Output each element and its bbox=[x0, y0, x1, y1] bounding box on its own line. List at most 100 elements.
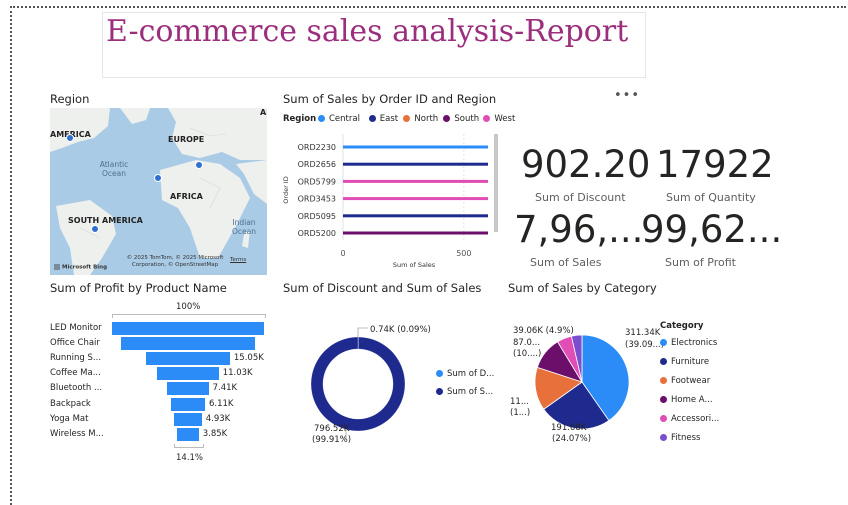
funnel-category-label: Running S... bbox=[50, 353, 102, 364]
funnel-value-label: 7.41K bbox=[212, 383, 238, 394]
donut-slice-sum-of-s[interactable] bbox=[310, 336, 406, 432]
x-axis-title: Sum of Sales bbox=[393, 261, 436, 269]
legend-dot-icon bbox=[660, 415, 667, 422]
category-legend-title: Category bbox=[660, 321, 704, 331]
pie-label-footwear-value: 11... bbox=[510, 397, 529, 407]
pie-label-accessories: 39.06K (4.9%) bbox=[513, 326, 574, 336]
pie-label-electronics-percent: (39.09...) bbox=[625, 340, 665, 350]
region-map[interactable]: AMERICA EUROPE AFRICA SOUTH AMERICA AS A… bbox=[50, 108, 267, 275]
map-title: Region bbox=[50, 92, 90, 106]
category-legend-item-footwear[interactable]: Footwear bbox=[660, 376, 710, 386]
donut-legend-item-sum-of-s[interactable]: Sum of S... bbox=[436, 387, 493, 397]
funnel-bar[interactable] bbox=[120, 337, 256, 351]
map-terms-link[interactable]: Terms bbox=[230, 257, 247, 263]
legend-label: Sum of D... bbox=[447, 369, 495, 379]
legend-dot-icon bbox=[660, 377, 667, 384]
region-legend-item-west[interactable]: West bbox=[483, 114, 515, 124]
legend-label: South bbox=[454, 114, 480, 124]
funnel-top-label: 100% bbox=[176, 302, 201, 312]
funnel-bar[interactable] bbox=[146, 352, 230, 366]
donut-chart[interactable] bbox=[300, 320, 420, 450]
donut-small-label: 0.74K (0.09%) bbox=[370, 325, 431, 335]
category-legend-item-home-a[interactable]: Home A... bbox=[660, 395, 713, 405]
funnel-category-label: LED Monitor bbox=[50, 323, 102, 333]
y-tick-label: ORD5200 bbox=[298, 229, 336, 238]
map-ocean-indian: Indian Ocean bbox=[232, 218, 256, 236]
legend-label: Accessori... bbox=[671, 414, 720, 424]
category-legend-item-accessori[interactable]: Accessori... bbox=[660, 414, 719, 424]
map-label-asia: AS bbox=[260, 108, 267, 117]
region-legend-item-central[interactable]: Central bbox=[318, 114, 360, 124]
funnel-bar[interactable] bbox=[112, 322, 264, 335]
y-tick-label: ORD5095 bbox=[298, 212, 336, 221]
bing-logo: Microsoft Bing bbox=[54, 264, 107, 271]
legend-label: Sum of S... bbox=[447, 387, 494, 397]
map-marker-south[interactable] bbox=[91, 225, 99, 233]
legend-dot-icon bbox=[368, 115, 376, 122]
legend-dot-icon bbox=[443, 115, 451, 122]
category-legend-item-fitness[interactable]: Fitness bbox=[660, 433, 700, 443]
pie-slice-electronics[interactable] bbox=[581, 334, 630, 422]
map-canvas bbox=[50, 108, 267, 275]
order-bar[interactable] bbox=[343, 162, 488, 166]
pie-slice-fitness[interactable] bbox=[570, 334, 583, 383]
legend-dot-icon bbox=[660, 396, 667, 403]
map-marker-west[interactable] bbox=[66, 134, 74, 142]
category-legend-item-furniture[interactable]: Furniture bbox=[660, 357, 709, 367]
donut-large-label-value: 796.52K bbox=[314, 424, 350, 434]
kpi-sales-label: Sum of Sales bbox=[530, 256, 602, 269]
region-legend-item-east[interactable]: East bbox=[368, 114, 398, 124]
region-legend-item-south[interactable]: South bbox=[443, 114, 479, 124]
pie-label-home-percent: (10....) bbox=[513, 349, 542, 359]
donut-large-label-percent: (99.91%) bbox=[312, 435, 352, 445]
legend-dot-icon bbox=[483, 115, 491, 122]
pie-slice-furniture[interactable] bbox=[543, 381, 610, 430]
order-bar[interactable] bbox=[343, 231, 488, 235]
funnel-value-label: 6.11K bbox=[209, 398, 234, 409]
kpi-quantity-label: Sum of Quantity bbox=[666, 191, 756, 204]
funnel-bar[interactable] bbox=[174, 412, 202, 426]
donut-title: Sum of Discount and Sum of Sales bbox=[283, 281, 482, 295]
funnel-value-label: 15.05K bbox=[233, 353, 264, 364]
bing-icon bbox=[54, 264, 60, 270]
funnel-bottom-bracket bbox=[174, 444, 204, 448]
pie-label-furniture-value: 191.68K bbox=[551, 423, 587, 433]
kpi-sales-value: 7,96,... bbox=[514, 208, 644, 251]
region-legend-item-north[interactable]: North bbox=[403, 114, 438, 124]
legend-dot-icon bbox=[436, 388, 443, 395]
report-title: E-commerce sales analysis-Report bbox=[106, 14, 629, 49]
category-legend-item-electronics[interactable]: Electronics bbox=[660, 338, 717, 348]
order-bar[interactable] bbox=[343, 145, 488, 149]
order-bar[interactable] bbox=[343, 197, 488, 201]
legend-dot-icon bbox=[403, 115, 411, 122]
order-bar[interactable] bbox=[343, 179, 488, 183]
funnel-title: Sum of Profit by Product Name bbox=[50, 281, 227, 295]
funnel-category-label: Bluetooth ... bbox=[50, 383, 103, 394]
legend-dot-icon bbox=[660, 339, 667, 346]
legend-label: North bbox=[414, 114, 439, 124]
funnel-bar[interactable] bbox=[177, 427, 199, 441]
donut-legend-item-sum-of-d[interactable]: Sum of D... bbox=[436, 369, 494, 379]
category-pie-chart[interactable] bbox=[530, 330, 634, 434]
map-label-south-america: SOUTH AMERICA bbox=[68, 216, 143, 225]
chart-scrollbar[interactable] bbox=[494, 134, 498, 232]
legend-dot-icon bbox=[318, 115, 325, 122]
funnel-bar[interactable] bbox=[167, 382, 209, 396]
legend-dot-icon bbox=[660, 358, 667, 365]
legend-label: Home A... bbox=[671, 395, 713, 405]
pie-label-footwear-percent: (1...) bbox=[510, 408, 531, 418]
sales-by-order-chart: Order ID Sum of Sales 0 500 ORD2230 ORD2656… bbox=[282, 134, 498, 269]
funnel-value-label: 11.03K bbox=[222, 368, 253, 379]
kpi-discount-value: 902.20 bbox=[521, 143, 651, 186]
map-marker-central[interactable] bbox=[195, 161, 203, 169]
kpi-profit-value: 99,62... bbox=[641, 208, 783, 251]
x-tick-label: 0 bbox=[340, 249, 345, 258]
title-box bbox=[102, 12, 646, 78]
funnel-bar[interactable] bbox=[170, 397, 205, 411]
page-border-left bbox=[10, 6, 12, 505]
order-bar[interactable] bbox=[343, 214, 488, 218]
more-options-icon[interactable]: ••• bbox=[614, 88, 641, 103]
map-marker-east[interactable] bbox=[154, 174, 162, 182]
pie-label-home-value: 87.0... bbox=[513, 338, 541, 348]
funnel-bar[interactable] bbox=[157, 367, 219, 381]
